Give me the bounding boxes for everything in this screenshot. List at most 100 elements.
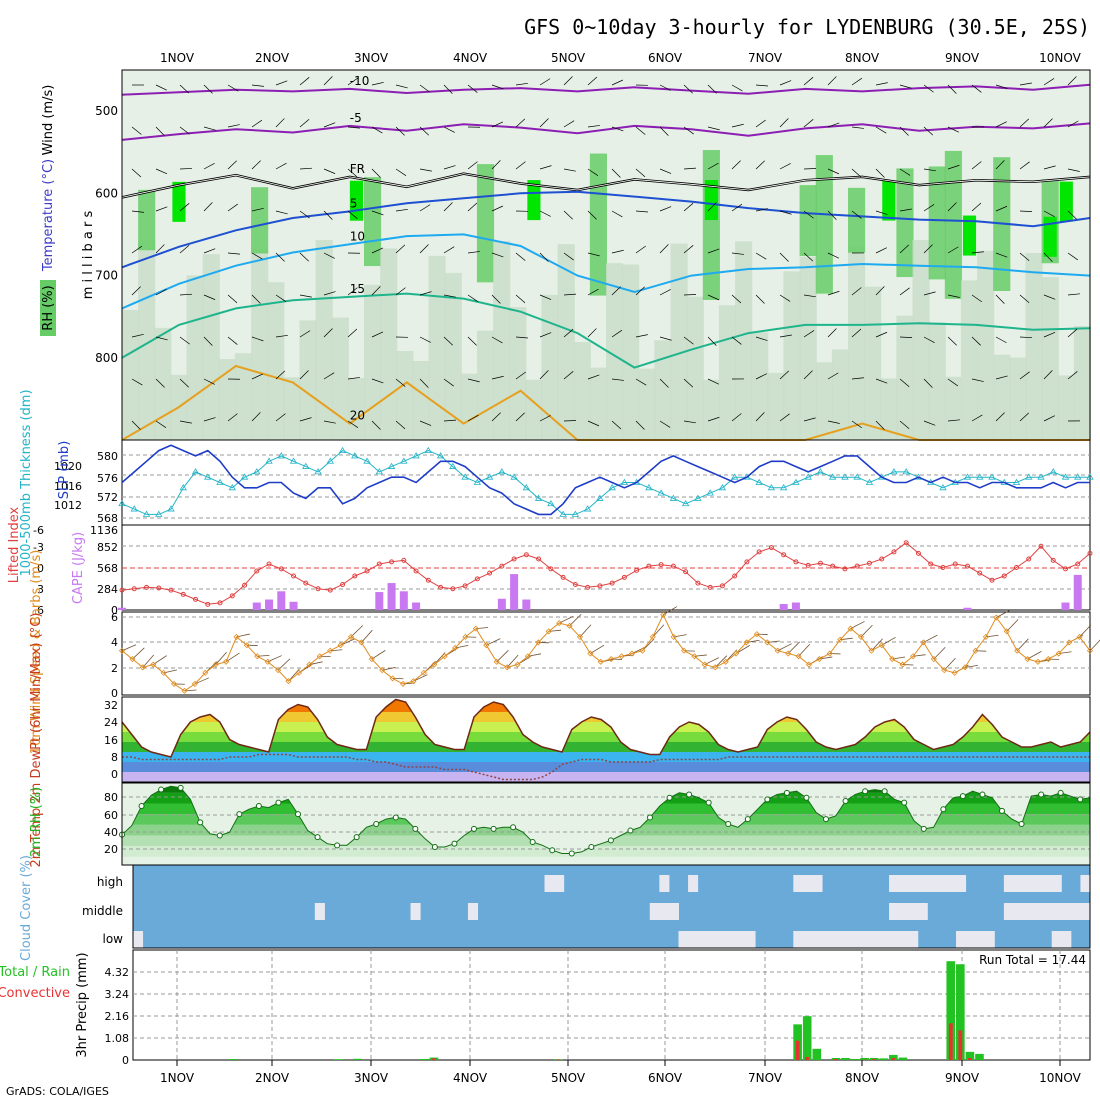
wind-barb-icon xyxy=(683,202,694,212)
lifted-index-point xyxy=(842,566,848,572)
rh-shade-band xyxy=(122,310,140,440)
wind-barb-icon xyxy=(515,252,526,261)
lifted-index-point xyxy=(144,584,150,590)
wind-speed-point xyxy=(264,658,271,665)
rh-shade-band xyxy=(993,354,1011,440)
cloud-cell xyxy=(649,903,660,920)
cloud-cell xyxy=(1013,875,1024,892)
lifted-index-point xyxy=(193,596,199,602)
bottom-date-tick: 8NOV xyxy=(845,1071,880,1085)
wind-speed-point xyxy=(701,661,708,668)
wind-barb-icon xyxy=(419,420,432,426)
wind-barb-icon xyxy=(923,291,936,296)
wind-barb-icon xyxy=(491,375,504,380)
precip-tick-label: 0 xyxy=(122,1054,129,1067)
rh-point xyxy=(197,819,204,826)
wind-barb-icon xyxy=(995,252,1008,258)
wind-barb-icon xyxy=(467,336,477,346)
thickness-marker xyxy=(865,478,874,485)
wind-barb-icon xyxy=(1043,252,1053,262)
wind-barb-icon xyxy=(587,420,600,427)
cloud-tick-label: middle xyxy=(82,904,123,918)
lifted-index-point xyxy=(474,576,480,582)
lifted-index-point xyxy=(413,568,419,574)
wind-barb-icon xyxy=(659,336,672,341)
wind-barb-icon xyxy=(996,609,1011,618)
wind-speed-point xyxy=(535,639,542,646)
temp-tick-label: 0 xyxy=(111,768,118,781)
wind-speed-point xyxy=(431,661,438,668)
thickness-marker xyxy=(522,484,531,491)
wind-barb-icon xyxy=(779,163,791,170)
wind-speed-point xyxy=(150,661,157,668)
wind-barb-icon xyxy=(1043,415,1055,422)
wind-barb-icon xyxy=(515,371,526,380)
rh-shade-band xyxy=(428,255,446,440)
contour-label: 20 xyxy=(350,409,365,423)
wind-barb-icon xyxy=(995,84,1008,89)
rh-point xyxy=(666,794,673,801)
wind-barb-icon xyxy=(467,378,480,383)
cloud-cell xyxy=(314,903,325,920)
cloud-cell xyxy=(735,931,746,948)
rh-shade-band xyxy=(622,264,640,440)
wind-barb-icon xyxy=(587,168,599,176)
wind-barb-icon xyxy=(563,168,576,172)
cape-bar xyxy=(289,601,298,610)
lifted-index-point xyxy=(291,573,297,579)
top-date-tick: 10NOV xyxy=(1039,51,1081,65)
contour-label: 15 xyxy=(350,282,365,296)
thickness-slp-panel: 580 576 572 568 1020 1016 1012 1000-500mb Thick… xyxy=(19,389,1094,577)
wind-barb-icon xyxy=(371,420,381,430)
lifted-index-point xyxy=(205,601,211,607)
lifted-index-point xyxy=(523,552,529,558)
wind-barb-icon xyxy=(155,336,168,341)
precip-total-bar xyxy=(965,1051,975,1060)
wind-barb-icon xyxy=(707,126,720,131)
wind-barb-icon xyxy=(1067,371,1078,380)
wind-barb-icon xyxy=(347,210,358,219)
bottom-date-tick: 6NOV xyxy=(648,1071,683,1085)
rh-shade-band xyxy=(476,164,495,283)
wind-barb-icon xyxy=(707,378,719,385)
rh-shade-band xyxy=(172,181,186,222)
rh-shade-band xyxy=(928,322,946,440)
wind-barb-icon xyxy=(1027,651,1042,660)
wind-barb-icon xyxy=(923,84,934,93)
wind-speed-point xyxy=(514,661,521,668)
wind-barb-icon xyxy=(1067,293,1080,296)
wind-barb-icon xyxy=(299,294,312,298)
rh-shade-band xyxy=(960,280,979,440)
wind-barb-icon xyxy=(971,161,982,170)
cloud-cell xyxy=(697,931,708,948)
axis-label: Temperature (°C) xyxy=(41,159,56,272)
temp-line xyxy=(121,698,1091,758)
wind-speed-line xyxy=(121,613,1091,692)
wind-barb-icon xyxy=(875,420,885,430)
wind-barb-icon xyxy=(663,606,678,616)
wind-barb-icon xyxy=(923,168,936,172)
wind-barb-icon xyxy=(491,160,501,170)
lifted-index-point xyxy=(585,584,591,590)
wind-barb-icon xyxy=(779,370,790,380)
y-tick-label: 600 xyxy=(95,186,118,200)
wind-speed-point xyxy=(462,633,469,640)
wind-barb-icon xyxy=(299,77,310,86)
wind-speed-point xyxy=(930,655,937,663)
thickness-marker xyxy=(841,473,849,480)
wind-barb-icon xyxy=(803,370,813,380)
wind-barb-icon xyxy=(827,420,840,424)
wind-barb-icon xyxy=(850,621,865,629)
lifted-index-point xyxy=(168,587,174,593)
wind-barb-icon xyxy=(467,202,478,212)
rh-shade-band xyxy=(527,180,541,221)
wind-barb-icon xyxy=(875,378,888,384)
wind-speed-point xyxy=(941,667,948,674)
wind-speed-point xyxy=(285,678,292,685)
wind-barb-icon xyxy=(899,420,910,430)
wind-barb-icon xyxy=(971,414,983,422)
rh-shade-band xyxy=(364,284,382,440)
cloud-cell xyxy=(927,875,938,892)
wind-barb-icon xyxy=(275,162,287,170)
